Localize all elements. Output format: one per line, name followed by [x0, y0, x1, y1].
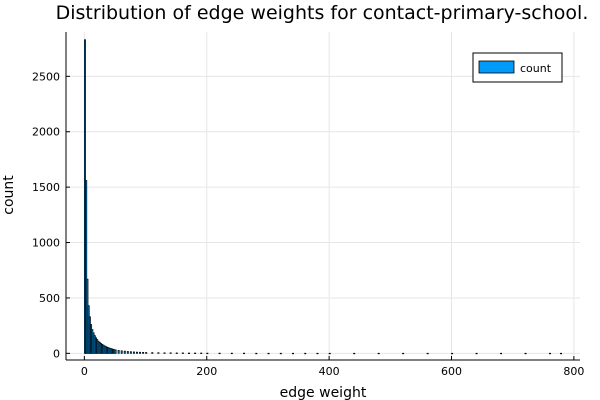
- histogram-bar: [157, 352, 160, 354]
- x-tick-label: 0: [81, 365, 88, 378]
- x-tick-label: 400: [319, 365, 340, 378]
- histogram-bar: [475, 352, 478, 355]
- x-tick-label: 800: [563, 365, 584, 378]
- legend: count: [472, 52, 563, 83]
- histogram-bar: [194, 352, 197, 354]
- histogram-bar: [151, 352, 154, 354]
- y-tick-label: 2500: [32, 70, 60, 83]
- histogram-bar: [139, 351, 142, 354]
- histogram-bar: [560, 352, 562, 355]
- legend-label-count: count: [520, 62, 552, 75]
- histogram-bar: [120, 350, 123, 354]
- histogram-bar: [123, 350, 126, 354]
- histogram-bar: [316, 352, 319, 355]
- histogram-bar: [129, 351, 132, 354]
- histogram-bar: [218, 352, 221, 355]
- tick-labels: 0 200 400 600 800 0 500 1000 1500 2000 2500: [32, 70, 584, 378]
- histogram-bar: [243, 352, 246, 355]
- histogram-bar: [142, 352, 145, 354]
- legend-swatch-count: [478, 60, 515, 74]
- x-axis-label: edge weight: [280, 385, 367, 400]
- y-tick-label: 500: [39, 292, 60, 305]
- histogram-bar: [117, 350, 120, 354]
- histogram-bar: [292, 352, 294, 355]
- histogram-bar: [451, 352, 454, 355]
- histogram-bar: [200, 352, 203, 354]
- histogram-bars: [84, 39, 562, 355]
- histogram-bar: [255, 352, 258, 355]
- histogram-bar: [402, 352, 405, 355]
- chart-title: Distribution of edge weights for contact…: [56, 2, 589, 24]
- histogram-bar: [328, 352, 331, 355]
- histogram-bar: [126, 351, 129, 354]
- axes: [65, 32, 580, 361]
- histogram-bar: [163, 352, 166, 354]
- histogram-bar: [85, 180, 88, 354]
- y-axis-label: count: [1, 175, 17, 215]
- histogram-bar: [353, 352, 356, 355]
- histogram-bar: [279, 352, 282, 355]
- x-tick-label: 200: [196, 365, 217, 378]
- histogram-bar: [304, 352, 307, 355]
- histogram-bar: [500, 352, 503, 355]
- histogram-bar: [230, 352, 233, 355]
- histogram-bar: [145, 352, 148, 354]
- histogram-bar: [175, 352, 178, 354]
- y-tick-label: 2000: [32, 126, 60, 139]
- x-tick-label: 600: [441, 365, 462, 378]
- histogram-bar: [267, 352, 270, 355]
- y-tick-label: 1500: [32, 181, 60, 194]
- histogram-bar: [524, 352, 527, 355]
- histogram-bar: [132, 351, 135, 354]
- histogram-bar: [169, 352, 172, 354]
- histogram-bar: [136, 351, 138, 354]
- histogram-bar: [206, 352, 209, 355]
- histogram-bar: [426, 352, 429, 355]
- histogram-bar: [549, 352, 551, 355]
- histogram-bar: [377, 352, 380, 355]
- histogram-bar: [114, 349, 117, 354]
- histogram-bar: [181, 352, 184, 354]
- y-tick-label: 1000: [32, 237, 60, 250]
- y-tick-label: 0: [53, 347, 60, 360]
- histogram-bar: [188, 352, 190, 354]
